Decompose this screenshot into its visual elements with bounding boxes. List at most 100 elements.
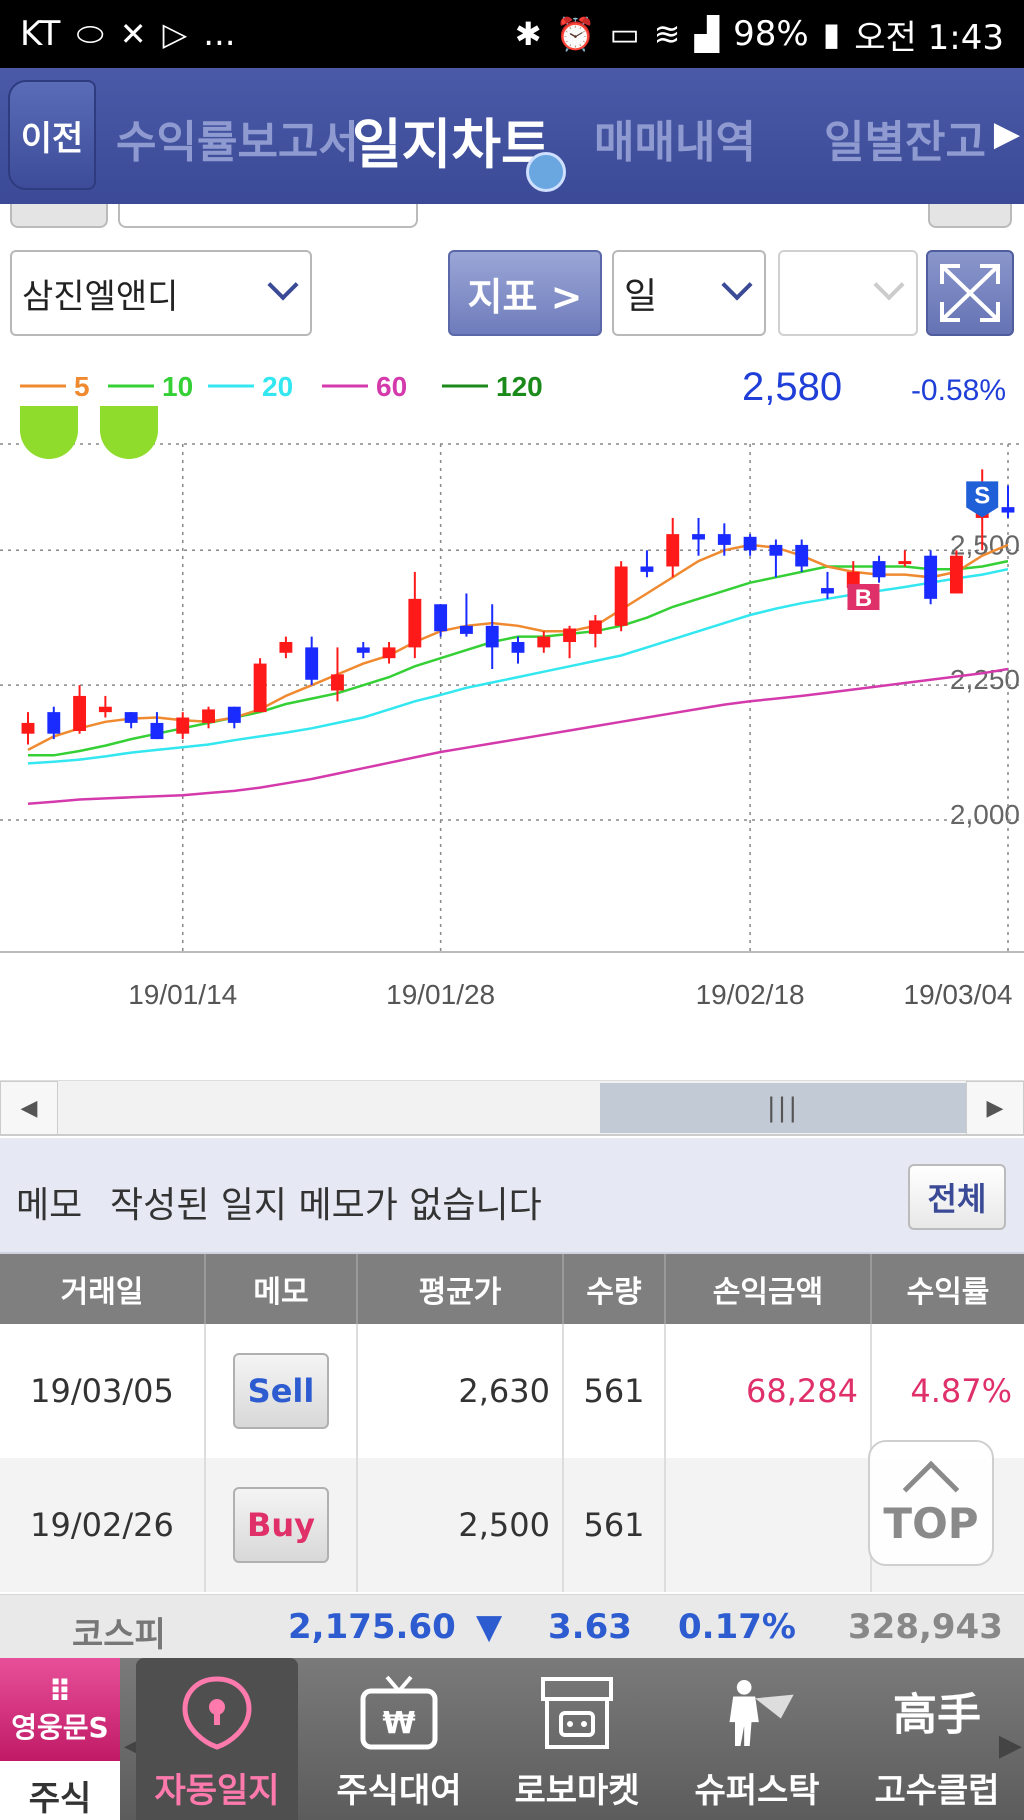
- candle-body[interactable]: [511, 642, 525, 653]
- chart-scrollbar[interactable]: ◀ ||| ▶: [0, 1080, 1024, 1136]
- zoom-handle-right[interactable]: [100, 406, 158, 459]
- candle-body[interactable]: [434, 604, 448, 632]
- mute-icon: ✕: [119, 15, 147, 53]
- candle-body[interactable]: [356, 647, 370, 653]
- memo-all-button[interactable]: 전체: [908, 1164, 1006, 1230]
- cell-qty: 561: [564, 1458, 666, 1592]
- candlestick-chart[interactable]: 2,500 2,250 2,000 19/01/14 19/01/28 19/02/18 1…: [0, 344, 1024, 1080]
- candle-body[interactable]: [563, 628, 577, 642]
- tab-trade-history[interactable]: 매매내역: [594, 117, 756, 168]
- bottom-nav-expert-club[interactable]: 高手 고수클럽: [856, 1658, 1018, 1820]
- refresh-badge-icon[interactable]: [526, 152, 566, 192]
- candle-body[interactable]: [47, 712, 61, 734]
- header-avg-price[interactable]: 평균가: [358, 1254, 564, 1324]
- legend-label[interactable]: 60: [376, 371, 407, 402]
- sell-marker[interactable]: [966, 481, 999, 518]
- candle-body[interactable]: [176, 717, 190, 734]
- memo-text: 작성된 일지 메모가 없습니다: [110, 1185, 542, 1226]
- header-rate[interactable]: 수익률: [906, 1275, 990, 1310]
- table-row[interactable]: 19/03/05 Sell 2,630 561 68,284 4.87%: [0, 1324, 1024, 1458]
- top-nav: 이전 수익률보고서 일지차트 매매내역 일별잔고 ▶: [0, 68, 1024, 204]
- scroll-left-button[interactable]: ◀: [0, 1081, 58, 1135]
- candle-body[interactable]: [717, 534, 731, 545]
- indicator-button[interactable]: 지표 >: [448, 250, 602, 336]
- candle-body[interactable]: [485, 625, 499, 648]
- bottom-nav-robo-market[interactable]: 로보마켓: [496, 1658, 658, 1820]
- cell-rate: 4.87%: [910, 1372, 1012, 1410]
- tab-journal-chart[interactable]: 일지차트: [352, 113, 551, 176]
- legend-label[interactable]: 5: [74, 371, 90, 402]
- candle-body[interactable]: [846, 571, 860, 589]
- candle-body[interactable]: [924, 555, 938, 599]
- sell-tag-button[interactable]: Sell: [233, 1353, 329, 1429]
- bottom-nav-next-icon[interactable]: ▶: [998, 1728, 1022, 1763]
- cell-pnl: 68,284: [666, 1324, 872, 1458]
- expand-icon: [940, 264, 1000, 322]
- bottom-nav-super-stock[interactable]: 슈퍼스탁: [672, 1658, 842, 1820]
- buy-marker[interactable]: [847, 584, 880, 611]
- scroll-right-button[interactable]: ▶: [966, 1081, 1024, 1135]
- period-select[interactable]: 일: [612, 250, 766, 336]
- nav-next-arrow-icon[interactable]: ▶: [993, 114, 1020, 154]
- candle-body[interactable]: [640, 566, 654, 572]
- cell-avg-price: 2,630: [358, 1324, 564, 1458]
- candle-body[interactable]: [459, 625, 473, 634]
- candle-body[interactable]: [408, 598, 422, 648]
- candle-body[interactable]: [666, 534, 680, 567]
- candle-body[interactable]: [150, 722, 164, 740]
- sub-period-select[interactable]: [778, 250, 918, 336]
- candle-body[interactable]: [21, 722, 35, 734]
- candle-body[interactable]: [692, 534, 705, 540]
- candle-body[interactable]: [949, 555, 963, 594]
- header-memo[interactable]: 메모: [206, 1254, 358, 1324]
- candle-body[interactable]: [253, 663, 267, 713]
- candle-body[interactable]: [872, 561, 886, 578]
- candle-body[interactable]: [279, 642, 293, 653]
- candle-body[interactable]: [331, 674, 344, 691]
- candle-body[interactable]: [795, 544, 809, 567]
- bottom-nav-auto-journal[interactable]: 자동일지: [136, 1658, 298, 1820]
- bottom-nav-label: 자동일지: [154, 1771, 280, 1811]
- stock-select[interactable]: 삼진엘앤디: [10, 250, 312, 336]
- index-ticker[interactable]: 코스피 2,175.60 ▼ 3.63 0.17% 328,943: [0, 1594, 1024, 1658]
- cell-date: 19/02/26: [0, 1458, 206, 1592]
- candle-body[interactable]: [821, 588, 834, 594]
- table-row[interactable]: 19/02/26 Buy 2,500 561: [0, 1458, 1024, 1592]
- legend-label[interactable]: 120: [496, 371, 543, 402]
- back-button[interactable]: 이전: [8, 80, 96, 190]
- candle-body[interactable]: [202, 709, 215, 723]
- candle-body[interactable]: [743, 536, 757, 551]
- buy-tag-button[interactable]: Buy: [233, 1487, 329, 1563]
- header-trade-date[interactable]: 거래일: [0, 1254, 206, 1324]
- table-header: 거래일 메모 평균가 수량 손익금액 수익률: [0, 1254, 1024, 1324]
- expand-button[interactable]: [926, 250, 1014, 336]
- bottom-nav-label: 로보마켓: [514, 1771, 640, 1811]
- header-qty[interactable]: 수량: [564, 1254, 666, 1324]
- candle-body[interactable]: [1001, 507, 1015, 513]
- candle-body[interactable]: [898, 561, 912, 565]
- tab-daily-balance[interactable]: 일별잔고: [824, 117, 986, 168]
- scroll-top-button[interactable]: TOP: [868, 1440, 994, 1566]
- header-pnl[interactable]: 손익금액: [666, 1254, 872, 1324]
- legend-label[interactable]: 20: [262, 371, 293, 402]
- ma-line-ma60: [27, 667, 1009, 806]
- candle-body[interactable]: [769, 544, 783, 556]
- candle-body[interactable]: [227, 706, 241, 723]
- candle-body[interactable]: [588, 620, 602, 634]
- candle-body[interactable]: [382, 647, 396, 659]
- candle-body[interactable]: [124, 712, 138, 723]
- legend-label[interactable]: 10: [162, 371, 193, 402]
- bottom-nav-stocks[interactable]: ⠿ 영웅문S 주식: [0, 1658, 120, 1820]
- candle-body[interactable]: [305, 647, 319, 680]
- x-tick-label: 19/01/14: [128, 979, 237, 1010]
- bottom-nav-stock-lending[interactable]: ₩ 주식대여: [318, 1658, 480, 1820]
- tab-return-report[interactable]: 수익률보고서: [116, 117, 359, 168]
- cell-date: 19/03/05: [0, 1324, 206, 1458]
- candle-body[interactable]: [537, 636, 551, 648]
- candle-body[interactable]: [614, 566, 628, 626]
- zoom-handle-left[interactable]: [20, 406, 78, 459]
- candle-body[interactable]: [98, 706, 112, 713]
- scroll-thumb[interactable]: |||: [600, 1083, 966, 1133]
- candle-body[interactable]: [73, 695, 87, 731]
